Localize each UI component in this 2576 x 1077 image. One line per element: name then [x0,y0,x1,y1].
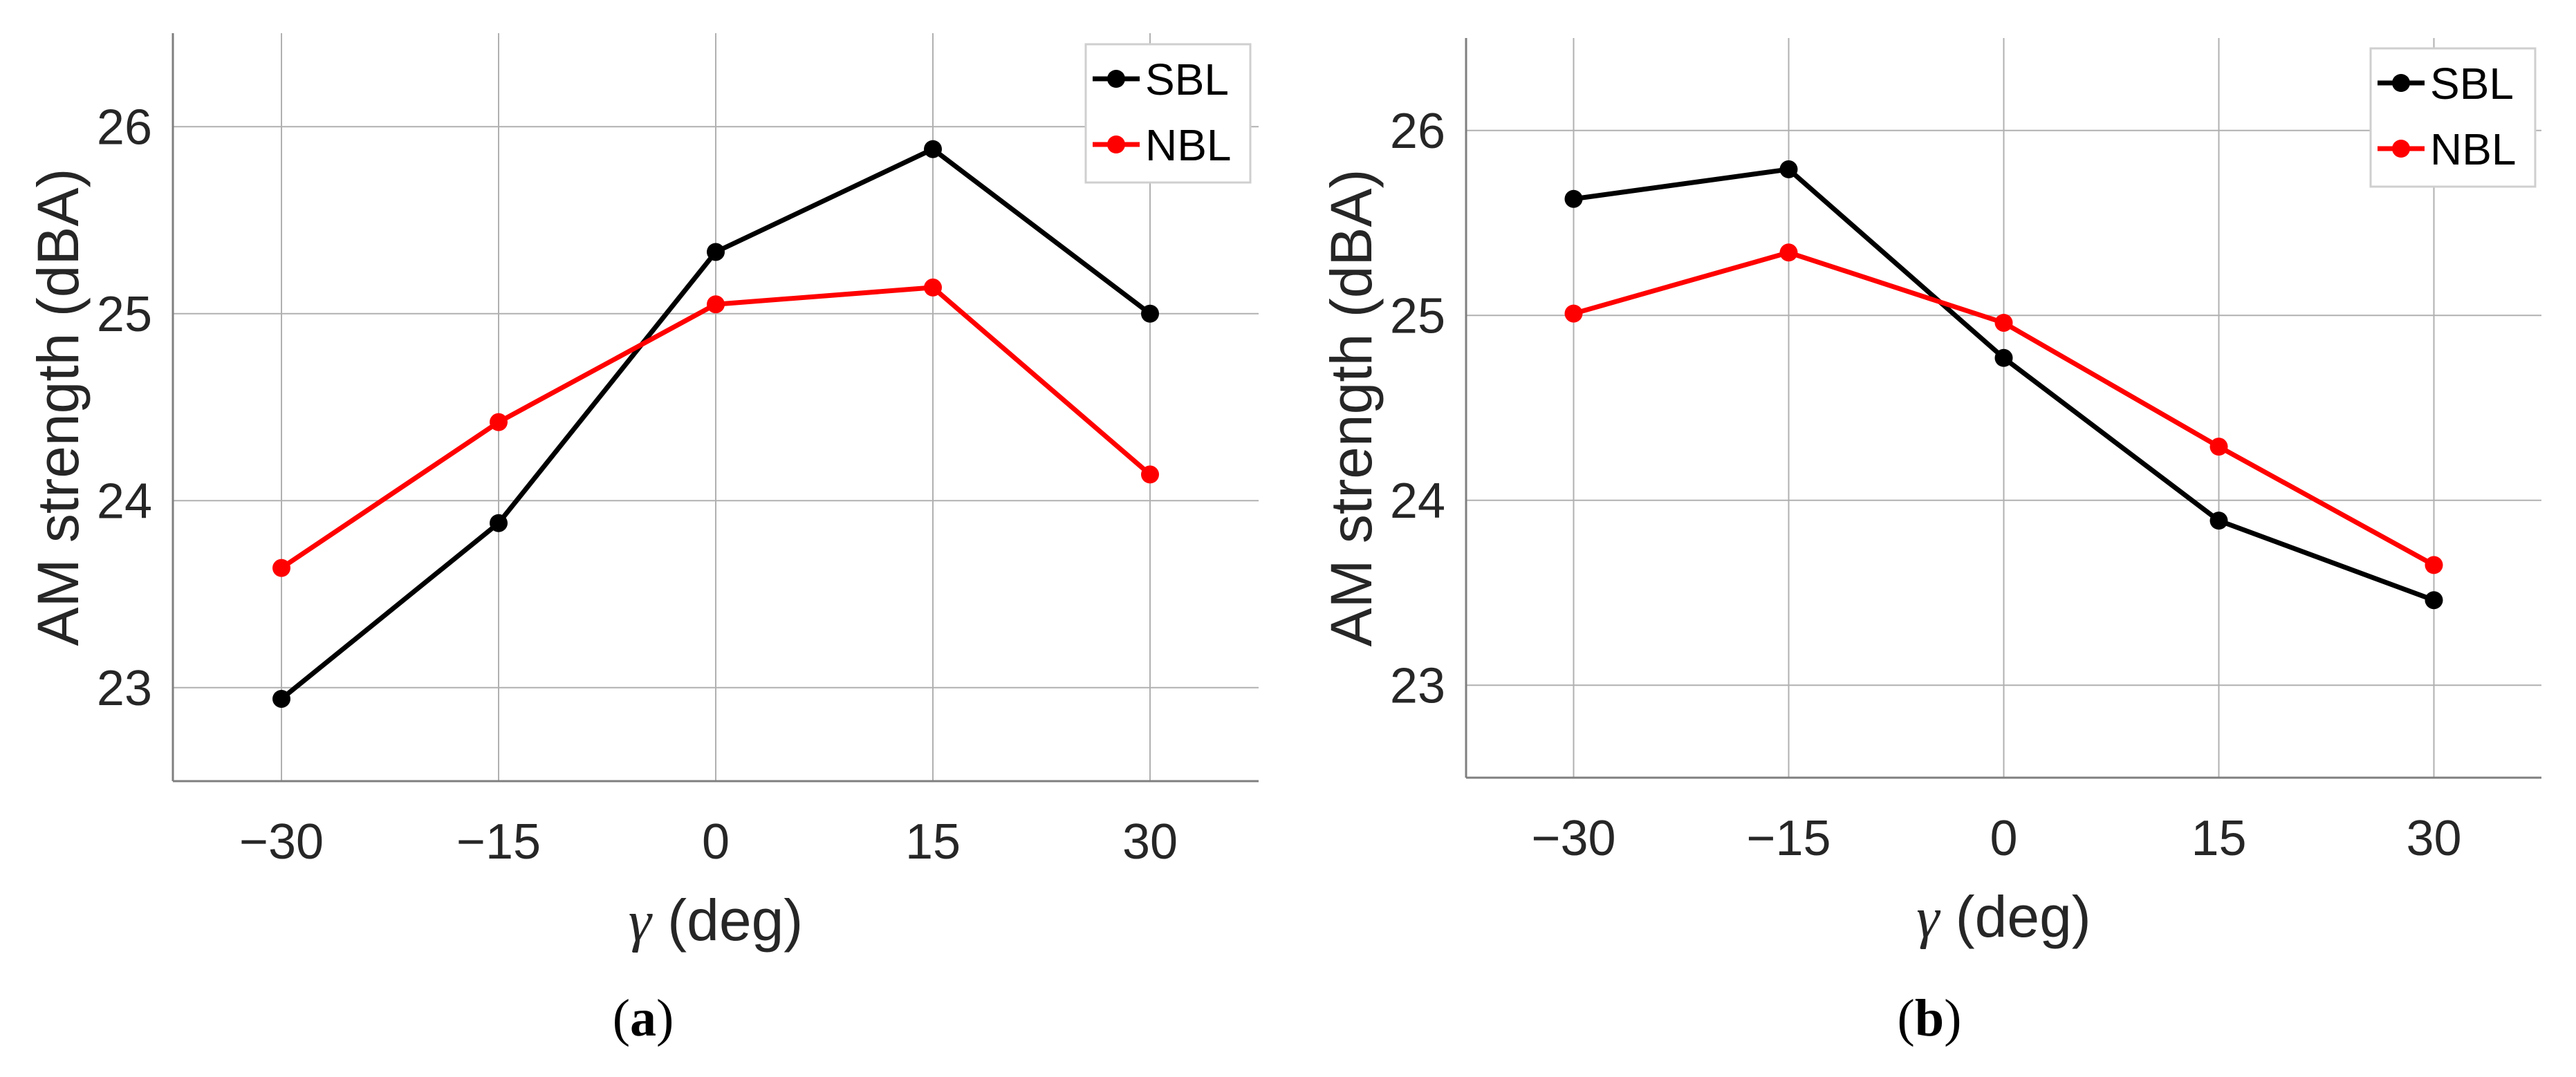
panel-a-series-sbl-point [924,140,942,158]
panel-a-series-nbl-point [490,413,508,431]
panel-a-y-tick-label: 23 [97,661,152,716]
panel-b-series-sbl-point [1564,189,1583,208]
caption-a: (a) [612,989,674,1047]
panel-b-series-nbl-point [2425,556,2443,574]
panel-b-series-sbl-point [1994,348,2013,367]
panel-b-y-tick-label: 23 [1390,658,1445,713]
panel-b-x-tick-label: 15 [2191,811,2246,866]
panel-a-x-tick-label: 0 [702,814,730,870]
caption-b-letter: b [1914,989,1945,1047]
panel-b-legend-marker-nbl [2392,140,2410,158]
panel-a-series-nbl-point [707,295,725,314]
panel-b-legend-box [2369,47,2537,188]
panel-b-series-nbl-point [1994,313,2013,332]
panel-a-x-axis-symbol: γ [629,889,653,953]
panel-a-x-axis-unit: (deg) [651,888,803,953]
panel-b-series-sbl-point [2209,512,2228,530]
panel-b-y-tick-label: 26 [1390,104,1445,159]
panel-a-series-nbl-point [924,278,942,297]
panel-b-y-tick-label: 24 [1390,474,1445,529]
panel-a-legend-label-nbl: NBL [1145,120,1232,170]
panel-b-x-axis-title: γ (deg) [1916,884,2091,950]
panel-b-series-nbl-point [1779,243,1798,262]
panel-a-series-sbl-point [490,514,508,532]
panel-b-legend-label-nbl: NBL [2430,124,2517,174]
panel-a-series-sbl-point [272,689,290,708]
panel-a-y-tick-label: 24 [97,474,152,529]
panel-b: −30 −15 0 15 30 23 24 25 26 γ (deg) AM strength (d… [1319,38,2541,950]
panel-b-legend-label-sbl: SBL [2430,59,2514,109]
panel-a-x-tick-label: −15 [456,814,541,870]
panel-b-y-tick-label: 25 [1390,288,1445,344]
panel-a-legend-marker-nbl [1107,135,1125,153]
panel-b-y-axis-title: AM strength (dBA) [1319,169,1384,647]
panel-b-series-nbl-point [1564,304,1583,323]
panel-a-legend-box [1084,43,1252,184]
panel-a-x-tick-label: 30 [1122,814,1178,870]
panel-a-y-tick-label: 25 [97,287,152,342]
panel-a-series-sbl-point [707,243,725,261]
panel-a: −30 −15 0 15 30 23 24 25 26 γ (deg) AM strength (d… [26,33,1259,953]
panel-b-x-tick-label: −30 [1531,811,1615,866]
panel-a-y-axis-title: AM strength (dBA) [26,169,91,646]
panel-a-x-tick-label: 15 [905,814,961,870]
panel-b-x-tick-label: −15 [1746,811,1831,866]
panel-a-legend-label-sbl: SBL [1145,55,1229,104]
panel-b-series-sbl-point [1779,160,1798,178]
panel-a-y-tick-label: 26 [97,100,152,155]
panel-a-series-nbl-point [272,559,290,577]
caption-b: (b) [1897,989,1962,1047]
panel-a-legend-marker-sbl [1107,70,1125,88]
panel-b-x-tick-label: 30 [2406,811,2461,866]
panel-b-series-nbl-point [2209,438,2228,456]
panel-a-series-nbl-point [1141,465,1159,484]
caption-a-letter: a [630,989,656,1047]
panel-a-x-axis-title: γ (deg) [629,888,804,953]
panel-b-x-tick-label: 0 [1990,811,2017,866]
panel-b-x-axis-symbol: γ [1916,886,1940,950]
panel-a-series-sbl-point [1141,304,1159,323]
panel-b-legend-marker-sbl [2392,74,2410,92]
panel-b-series-sbl-point [2425,591,2443,610]
panel-a-x-tick-label: −30 [239,814,324,870]
panel-b-x-axis-unit: (deg) [1939,884,2091,949]
